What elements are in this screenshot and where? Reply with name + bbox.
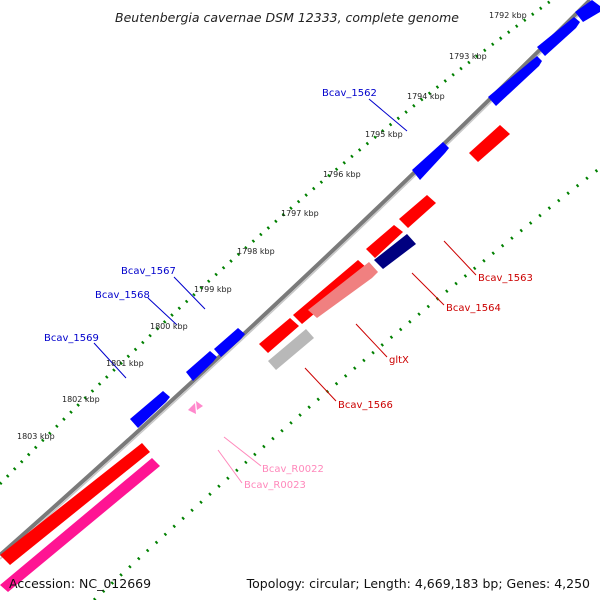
gene-arrow-highlight[interactable]: [374, 234, 416, 269]
gene-arrow-bcav-1562[interactable]: [412, 142, 449, 180]
gene-arrow-bcav-1567[interactable]: [214, 328, 245, 357]
scale-label: 1803 kbp: [17, 432, 55, 441]
scale-label: 1796 kbp: [323, 170, 361, 179]
forward-strand-genes: [130, 0, 600, 428]
trna-feature-bcav-r0022[interactable]: [188, 403, 196, 414]
scale-label: 1799 kbp: [194, 285, 232, 294]
gene-label-bcav-r0023[interactable]: Bcav_R0023: [244, 480, 306, 491]
gene-label-bcav-1563[interactable]: Bcav_1563: [478, 273, 533, 284]
gene-label-bcav-1566[interactable]: Bcav_1566: [338, 400, 393, 411]
gene-arrow[interactable]: [488, 56, 542, 106]
reverse-strand-genes: [0, 125, 510, 565]
gene-labels: Bcav_1562 Bcav_1563 Bcav_1564 gltX Bcav_…: [44, 88, 533, 491]
scale-label: 1795 kbp: [365, 130, 403, 139]
gene-arrow-pseudo[interactable]: [268, 329, 314, 370]
outer-tick-track: [0, 0, 553, 486]
accession-label: Accession: NC_012669: [9, 576, 152, 591]
gene-arrow-pale[interactable]: [308, 262, 378, 318]
gene-arrow[interactable]: [537, 17, 580, 56]
gene-label-gltx[interactable]: gltX: [389, 355, 409, 366]
gene-label-bcav-1564[interactable]: Bcav_1564: [446, 303, 501, 314]
gene-arrow-bcav-1569[interactable]: [130, 391, 170, 428]
gene-arrow[interactable]: [0, 443, 150, 565]
trna-feature-bcav-r0023[interactable]: [196, 401, 203, 410]
scale-label: 1800 kbp: [150, 322, 188, 331]
scale-label: 1801 kbp: [106, 359, 144, 368]
rrna-feature[interactable]: [0, 458, 160, 592]
scale-labels: 1792 kbp 1793 kbp 1794 kbp 1795 kbp 1796…: [17, 11, 527, 441]
gene-label-bcav-r0022[interactable]: Bcav_R0022: [262, 464, 324, 475]
gene-arrow-bcav-1564[interactable]: [366, 225, 403, 258]
scale-label: 1794 kbp: [407, 92, 445, 101]
gene-label-bcav-1569[interactable]: Bcav_1569: [44, 333, 99, 344]
scale-label: 1797 kbp: [281, 209, 319, 218]
scale-label: 1793 kbp: [449, 52, 487, 61]
gene-label-bcav-1562[interactable]: Bcav_1562: [322, 88, 377, 99]
gene-arrow[interactable]: [575, 0, 600, 22]
map-title: Beutenbergia cavernae DSM 12333, complet…: [115, 10, 459, 25]
scale-label: 1802 kbp: [62, 395, 100, 404]
gene-arrow-gltx[interactable]: [293, 260, 368, 324]
gene-arrow[interactable]: [469, 125, 510, 162]
topology-summary: Topology: circular; Length: 4,669,183 bp…: [246, 576, 590, 591]
gene-label-bcav-1568[interactable]: Bcav_1568: [95, 290, 150, 301]
inner-tick-track: [92, 166, 600, 600]
gene-label-bcav-1567[interactable]: Bcav_1567: [121, 266, 176, 277]
scale-label: 1798 kbp: [237, 247, 275, 256]
gene-arrow-bcav-1566[interactable]: [259, 318, 299, 353]
gene-leader-lines: [93, 98, 477, 484]
gene-arrow-bcav-1563[interactable]: [399, 195, 436, 228]
gene-arrow-bcav-1568[interactable]: [186, 351, 217, 381]
scale-label: 1792 kbp: [489, 11, 527, 20]
